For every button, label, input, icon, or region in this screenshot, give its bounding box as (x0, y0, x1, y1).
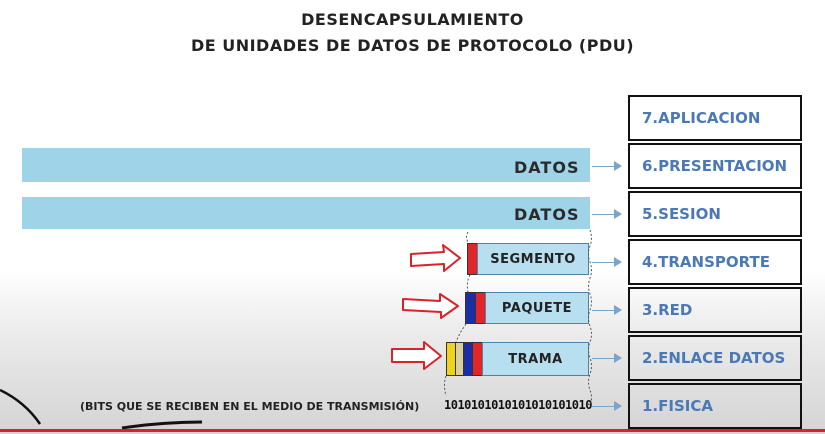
arrowhead-presentation-icon (614, 161, 622, 171)
stack-edge-left-frame (455, 323, 467, 343)
stack-edge-left-bits (444, 375, 447, 397)
red-arrow-packet-icon (402, 293, 459, 319)
packet-box: PAQUETE (485, 292, 589, 324)
transmission-arrow-stroke (121, 420, 203, 430)
layer-sesion: 5.SESION (628, 191, 802, 237)
arrowhead-physical-icon (614, 401, 622, 411)
layer-label: 2.ENLACE DATOS (642, 349, 786, 367)
bottom-red-line (0, 429, 825, 432)
bits-stream: 1010101010101010101010 (444, 398, 592, 412)
layer-label: 5.SESION (642, 205, 721, 223)
session-data-bar (22, 197, 590, 229)
packet-label: PAQUETE (501, 300, 573, 316)
layer-label: 6.PRESENTACION (642, 157, 788, 175)
arrowhead-datalink-icon (614, 353, 622, 363)
arrowhead-network-icon (614, 305, 622, 315)
arrowhead-transport-icon (614, 257, 622, 267)
segment-box: SEGMENTO (477, 243, 589, 275)
transmission-curve (0, 388, 42, 425)
arrowhead-session-icon (614, 209, 622, 219)
layer-aplicacion: 7.APLICACION (628, 95, 802, 141)
connector-datalink (592, 358, 614, 359)
frame-label: TRAMA (508, 351, 563, 367)
presentation-data-bar (22, 148, 590, 182)
session-data-label: DATOS (514, 205, 580, 224)
stack-edge-left-segment (466, 231, 469, 243)
stack-edge-left-packet (466, 274, 471, 293)
diagram-title-line-2: DE UNIDADES DE DATOS DE PROTOCOLO (PDU) (190, 36, 635, 55)
frame-box: TRAMA (482, 342, 589, 376)
layer-label: 1.FISICA (642, 397, 713, 415)
bits-note: (BITS QUE SE RECIBEN EN EL MEDIO DE TRAN… (80, 400, 420, 413)
red-arrow-frame-icon (391, 341, 442, 370)
layer-label: 4.TRANSPORTE (642, 253, 770, 271)
layer-label: 7.APLICACION (642, 109, 761, 127)
connector-network (592, 310, 614, 311)
red-arrow-segment-icon (410, 244, 461, 272)
segment-label: SEGMENTO (490, 251, 576, 267)
layer-fisica: 1.FISICA (628, 383, 802, 429)
connector-transport (592, 262, 614, 263)
diagram-title-line-1: DESENCAPSULAMIENTO (301, 10, 524, 29)
layer-enlace-datos: 2.ENLACE DATOS (628, 335, 802, 381)
layer-red: 3.RED (628, 287, 802, 333)
presentation-data-label: DATOS (514, 158, 580, 177)
layer-presentacion: 6.PRESENTACION (628, 143, 802, 189)
connector-session (592, 214, 614, 215)
connector-physical (592, 406, 614, 407)
layer-transporte: 4.TRANSPORTE (628, 239, 802, 285)
connector-presentation (592, 166, 614, 167)
layer-label: 3.RED (642, 301, 693, 319)
